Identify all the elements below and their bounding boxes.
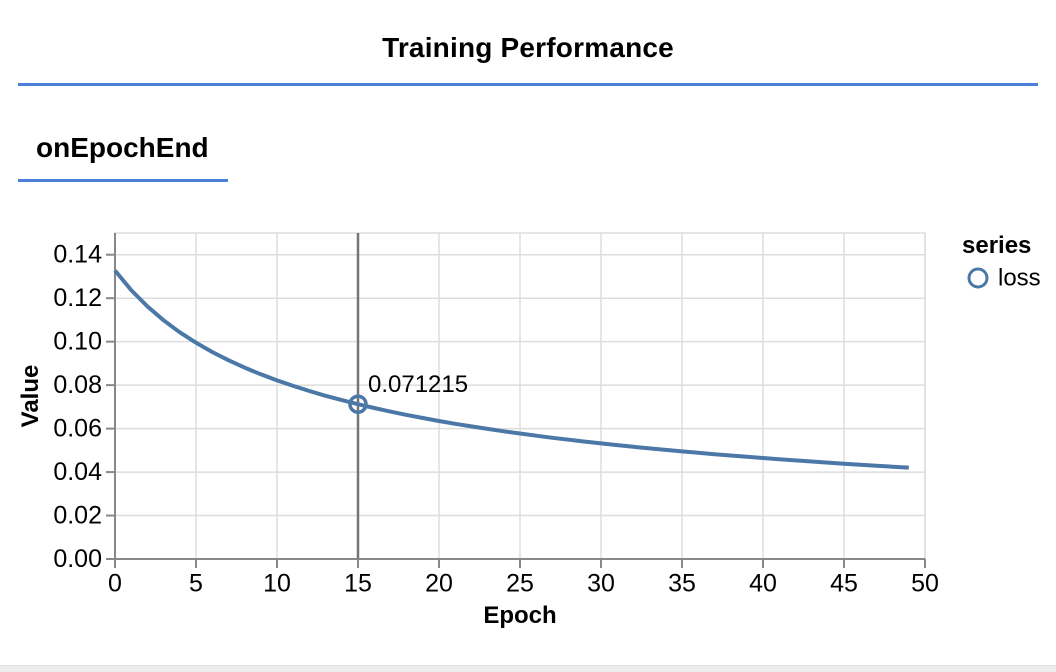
section-accent-rule bbox=[18, 179, 228, 182]
x-tick-label: 50 bbox=[911, 570, 939, 598]
y-tick-label: 0.08 bbox=[53, 371, 102, 399]
bottom-divider bbox=[0, 665, 1056, 672]
legend-loss-marker-icon[interactable] bbox=[967, 267, 989, 289]
y-tick-label: 0.12 bbox=[53, 284, 102, 312]
legend-title: series bbox=[962, 232, 1031, 259]
legend-loss-label[interactable]: loss bbox=[998, 265, 1041, 292]
section-title-onepochend: onEpochEnd bbox=[36, 132, 209, 163]
x-tick-label: 15 bbox=[344, 570, 372, 598]
title-accent-rule bbox=[18, 83, 1038, 86]
loss-curve[interactable] bbox=[113, 269, 909, 470]
x-tick-label: 30 bbox=[587, 570, 615, 598]
hover-point-marker[interactable] bbox=[348, 394, 368, 414]
x-tick-label: 10 bbox=[263, 570, 291, 598]
x-tick-label: 25 bbox=[506, 570, 534, 598]
y-axis-title: Value bbox=[17, 365, 44, 428]
x-tick-label: 40 bbox=[749, 570, 777, 598]
y-tick-label: 0.06 bbox=[53, 415, 102, 443]
y-tick-label: 0.00 bbox=[53, 545, 102, 573]
page-title: Training Performance bbox=[382, 32, 674, 63]
x-tick-label: 35 bbox=[668, 570, 696, 598]
x-tick-label: 45 bbox=[830, 570, 858, 598]
y-tick-label: 0.14 bbox=[53, 241, 102, 269]
x-tick-label: 0 bbox=[108, 570, 122, 598]
tooltip-value: 0.071215 bbox=[368, 371, 468, 398]
y-tick-label: 0.02 bbox=[53, 502, 102, 530]
training-loss-chart[interactable]: 0.00 0.02 0.04 0.06 0.08 0.10 0.12 0.14 0 5 10 15 20… bbox=[0, 200, 1056, 665]
x-tick-label: 20 bbox=[425, 570, 453, 598]
y-tick-label: 0.10 bbox=[53, 328, 102, 356]
y-tick-label: 0.04 bbox=[53, 458, 102, 486]
x-tick-label: 5 bbox=[189, 570, 203, 598]
x-axis-title: Epoch bbox=[483, 602, 556, 629]
